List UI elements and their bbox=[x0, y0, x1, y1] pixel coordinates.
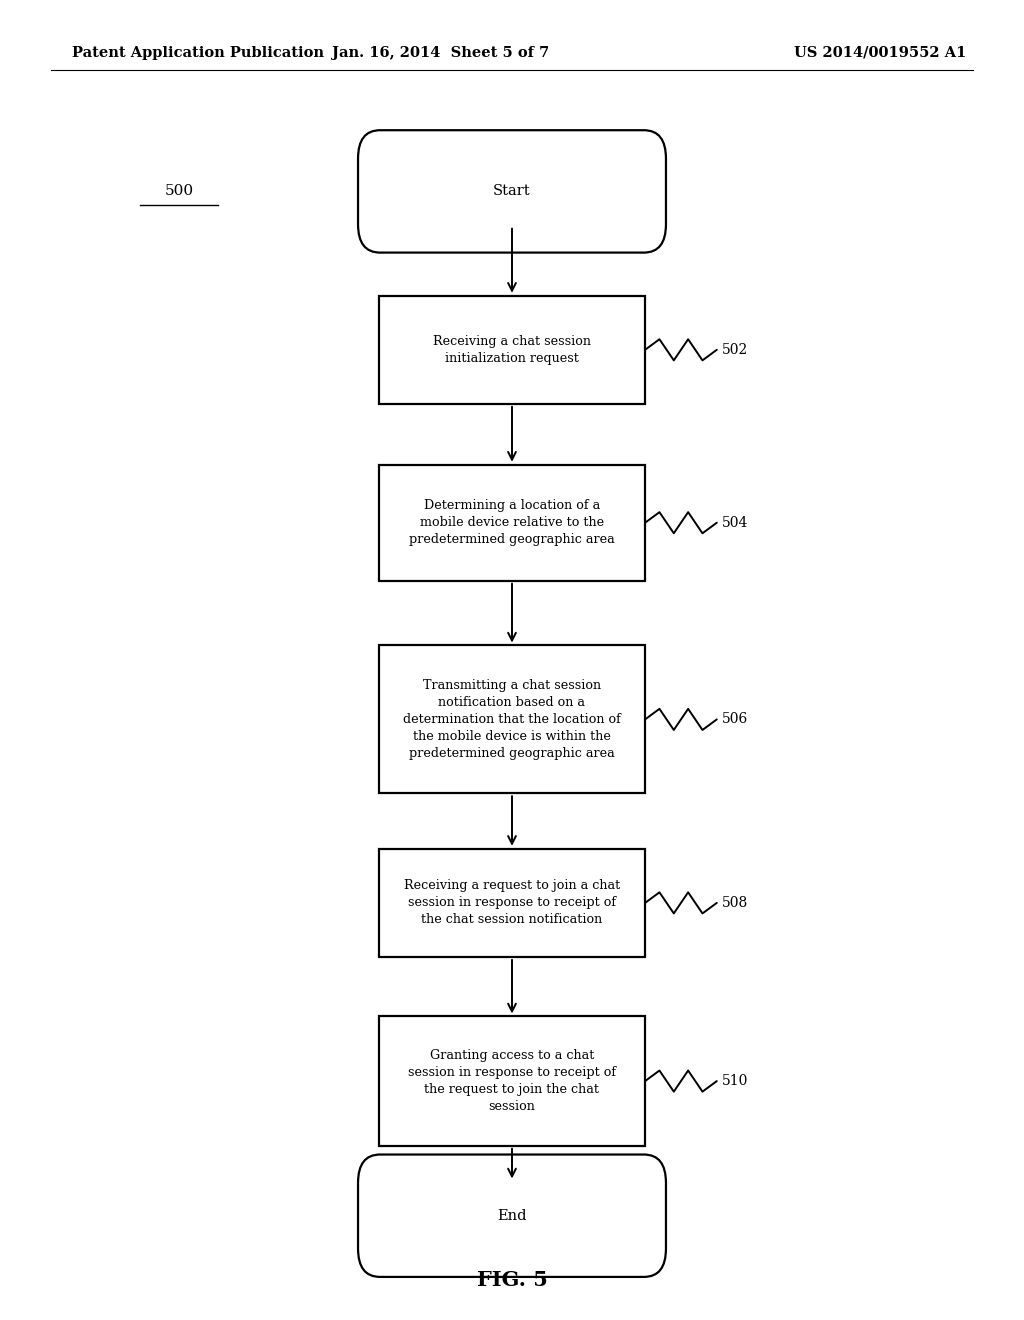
Text: Receiving a request to join a chat
session in response to receipt of
the chat se: Receiving a request to join a chat sessi… bbox=[403, 879, 621, 927]
Text: 500: 500 bbox=[165, 185, 194, 198]
Bar bbox=[379, 645, 645, 793]
Text: Receiving a chat session
initialization request: Receiving a chat session initialization … bbox=[433, 335, 591, 364]
Text: Jan. 16, 2014  Sheet 5 of 7: Jan. 16, 2014 Sheet 5 of 7 bbox=[332, 46, 549, 59]
Text: Patent Application Publication: Patent Application Publication bbox=[72, 46, 324, 59]
Text: 508: 508 bbox=[722, 896, 749, 909]
Bar bbox=[379, 465, 645, 581]
Text: US 2014/0019552 A1: US 2014/0019552 A1 bbox=[795, 46, 967, 59]
Text: Granting access to a chat
session in response to receipt of
the request to join : Granting access to a chat session in res… bbox=[408, 1049, 616, 1113]
Text: Determining a location of a
mobile device relative to the
predetermined geograph: Determining a location of a mobile devic… bbox=[410, 499, 614, 546]
Text: 510: 510 bbox=[722, 1074, 749, 1088]
Text: 502: 502 bbox=[722, 343, 749, 356]
Text: 506: 506 bbox=[722, 713, 749, 726]
Text: Start: Start bbox=[494, 185, 530, 198]
Text: End: End bbox=[498, 1209, 526, 1222]
Bar bbox=[379, 296, 645, 404]
FancyBboxPatch shape bbox=[358, 131, 666, 252]
Text: 504: 504 bbox=[722, 516, 749, 529]
Bar bbox=[379, 1016, 645, 1146]
FancyBboxPatch shape bbox=[358, 1155, 666, 1276]
Text: FIG. 5: FIG. 5 bbox=[476, 1270, 548, 1291]
Bar bbox=[379, 849, 645, 957]
Text: Transmitting a chat session
notification based on a
determination that the locat: Transmitting a chat session notification… bbox=[403, 678, 621, 760]
